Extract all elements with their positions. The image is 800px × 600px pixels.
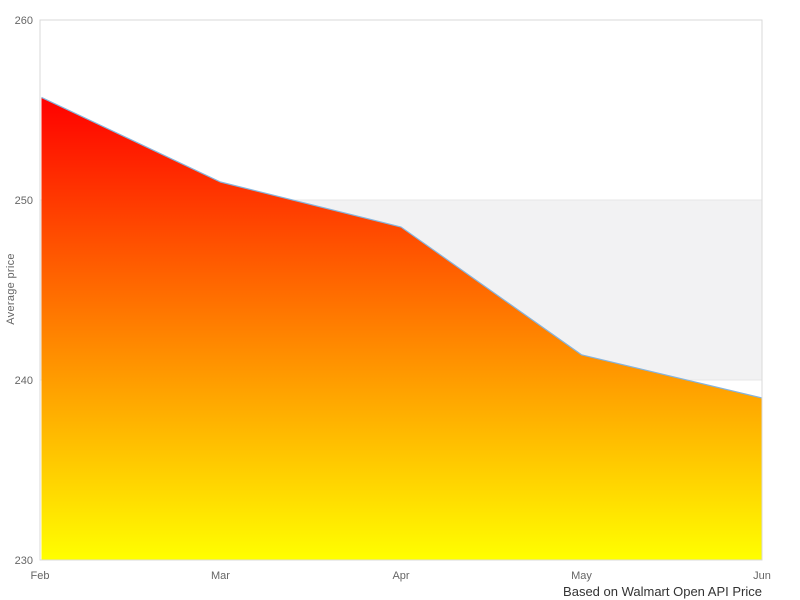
x-tick-label: Jun xyxy=(753,570,771,582)
area-series-fill xyxy=(41,97,762,561)
y-tick-label: 250 xyxy=(15,195,33,207)
y-axis-title: Average price xyxy=(5,253,17,325)
x-tick-label: Feb xyxy=(31,570,50,582)
area-series-line xyxy=(41,96,763,399)
plot-border xyxy=(39,19,763,561)
x-tick-label: Apr xyxy=(392,570,409,582)
chart-caption: Based on Walmart Open API Price xyxy=(563,584,762,599)
y-tick-label: 240 xyxy=(15,375,33,387)
y-tick-label: 230 xyxy=(15,555,33,567)
y-tick-label: 260 xyxy=(15,15,33,27)
x-tick-label: May xyxy=(571,570,592,582)
x-tick-label: Mar xyxy=(211,570,230,582)
